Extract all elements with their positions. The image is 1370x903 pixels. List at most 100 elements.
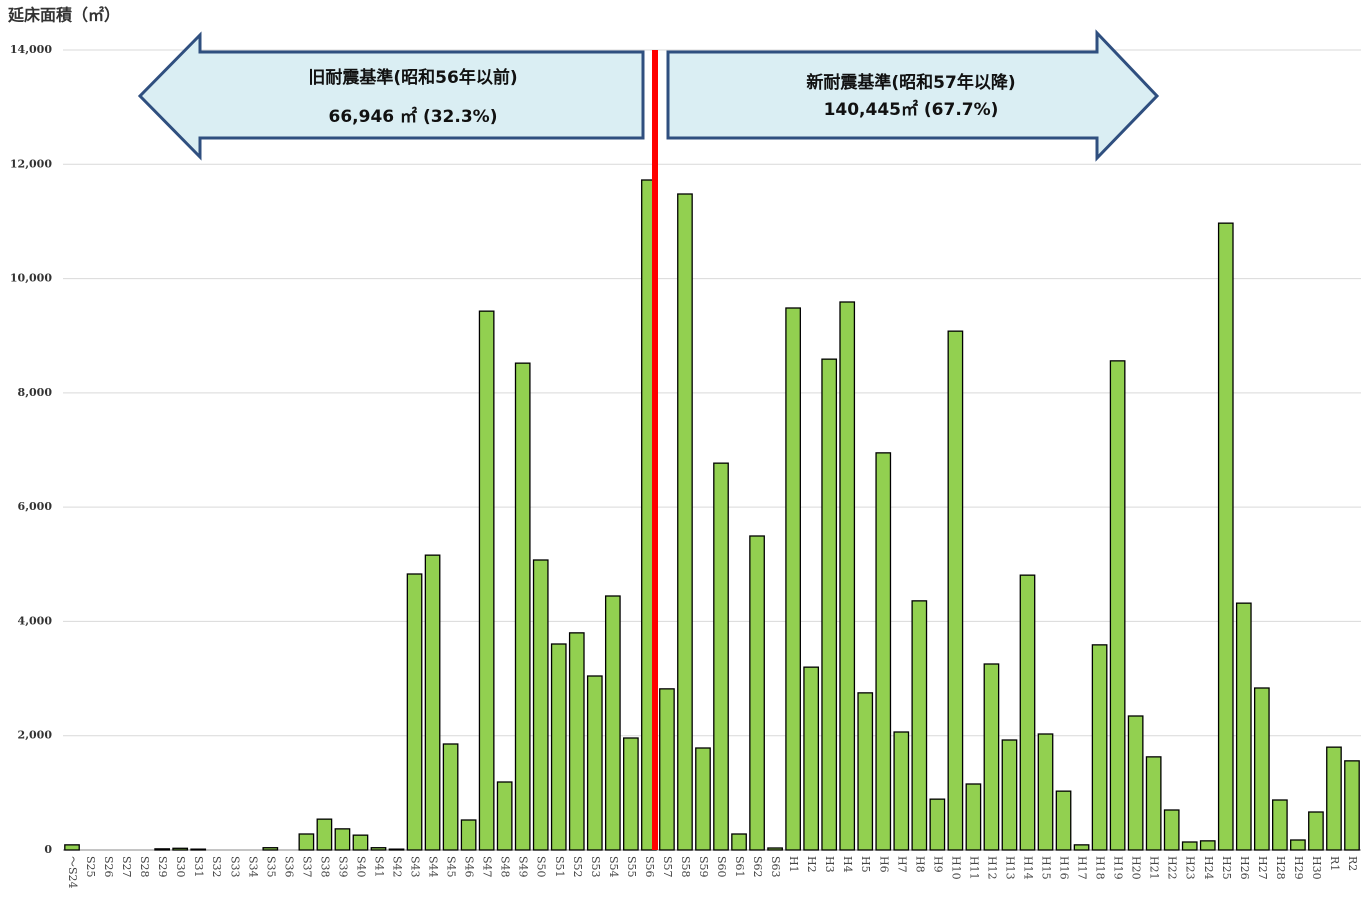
x-tick-label: S54 <box>607 856 620 878</box>
bar <box>316 818 333 851</box>
x-tick-label: S30 <box>174 856 187 878</box>
y-tick-label: 0 <box>44 843 52 856</box>
bar <box>731 833 747 851</box>
bar <box>695 747 711 851</box>
x-tick-label: S52 <box>571 856 584 878</box>
x-tick-label: S60 <box>715 856 728 878</box>
x-tick-label: S40 <box>354 856 367 878</box>
x-tick-label: S42 <box>391 856 404 878</box>
x-tick-label: R1 <box>1328 856 1341 871</box>
x-tick-label: H2 <box>805 856 818 873</box>
bar <box>893 731 910 851</box>
bar <box>1217 222 1234 851</box>
x-tick-label: S28 <box>138 856 151 878</box>
bar <box>424 554 441 851</box>
x-tick-label: H8 <box>913 856 926 873</box>
y-tick-label: 12,000 <box>10 157 52 170</box>
bar <box>568 632 585 851</box>
bar <box>190 848 207 851</box>
bar <box>1344 760 1360 851</box>
x-tick-label: S62 <box>751 856 764 878</box>
x-tick-label: ～S24 <box>66 856 79 889</box>
x-tick-label: H10 <box>949 856 962 880</box>
x-tick-label: H12 <box>985 856 998 880</box>
x-tick-label: H7 <box>895 856 908 873</box>
bar <box>983 663 1000 851</box>
x-tick-label: H28 <box>1274 856 1287 880</box>
x-tick-label: H25 <box>1220 856 1233 880</box>
x-tick-label: H29 <box>1292 856 1305 880</box>
bar <box>1290 839 1306 851</box>
x-tick-label: H18 <box>1094 856 1107 880</box>
x-tick-label: H24 <box>1202 856 1215 880</box>
x-tick-label: S29 <box>156 856 169 878</box>
x-tick-label: H30 <box>1310 856 1323 880</box>
bar <box>1055 790 1072 851</box>
x-tick-label: H11 <box>967 856 980 880</box>
x-tick-label: S43 <box>409 856 422 878</box>
x-tick-label: H27 <box>1256 856 1269 880</box>
x-tick-label: S35 <box>264 856 277 878</box>
x-tick-label: S26 <box>102 856 115 878</box>
bar <box>659 688 675 851</box>
x-tick-label: H15 <box>1040 856 1053 880</box>
bar <box>388 848 405 851</box>
bar <box>785 307 801 851</box>
x-tick-label: H13 <box>1003 856 1016 880</box>
x-tick-label: H1 <box>787 856 800 873</box>
x-tick-label: H6 <box>877 856 890 873</box>
x-tick-label: H16 <box>1058 856 1071 880</box>
bar <box>442 743 459 851</box>
bar <box>1181 841 1198 851</box>
bar <box>1001 739 1018 851</box>
x-tick-label: H3 <box>823 856 836 873</box>
x-tick-label: S41 <box>372 856 385 878</box>
bar <box>1109 360 1126 851</box>
x-tick-label: H20 <box>1130 856 1143 880</box>
y-tick-label: 4,000 <box>18 614 53 627</box>
bar <box>478 310 495 851</box>
x-tick-label: H9 <box>931 856 944 873</box>
bar <box>911 600 928 851</box>
x-tick-label: S44 <box>427 856 440 878</box>
bar <box>262 847 279 851</box>
bar <box>1235 602 1252 851</box>
x-tick-label: S37 <box>300 856 313 878</box>
bar <box>947 330 964 851</box>
bar <box>1019 574 1036 851</box>
x-tick-label: S46 <box>463 856 476 878</box>
bar <box>1091 644 1108 851</box>
y-tick-label: 6,000 <box>18 500 53 513</box>
x-tick-label: S31 <box>192 856 205 878</box>
bar <box>857 692 874 851</box>
y-tick-label: 8,000 <box>18 386 53 399</box>
bar <box>1145 756 1162 851</box>
x-tick-label: S53 <box>589 856 602 878</box>
x-tick-label: S50 <box>535 856 548 878</box>
bar <box>172 847 189 851</box>
bar <box>875 452 892 851</box>
x-tick-label: S39 <box>336 856 349 878</box>
x-tick-label: S36 <box>282 856 295 878</box>
x-tick-label: S58 <box>679 856 692 878</box>
annotation: 新耐震基準(昭和57年以降) <box>806 72 1015 93</box>
bar <box>1163 809 1180 851</box>
x-tick-label: S56 <box>643 856 656 878</box>
bar <box>1199 840 1216 851</box>
bar <box>298 833 315 851</box>
right-arrow <box>666 29 1160 162</box>
x-tick-label: S48 <box>499 856 512 878</box>
x-tick-label: S63 <box>769 856 782 878</box>
bar <box>1308 811 1324 851</box>
x-tick-label: S61 <box>733 856 746 878</box>
x-tick-label: S49 <box>517 856 530 878</box>
bar <box>496 781 513 851</box>
y-tick-label: 10,000 <box>10 272 52 285</box>
annotation: 旧耐震基準(昭和56年以前) <box>308 67 517 88</box>
bar <box>713 462 729 851</box>
x-tick-label: S47 <box>481 856 494 878</box>
bar <box>965 783 982 851</box>
x-tick-label: H23 <box>1184 856 1197 880</box>
x-tick-label: H4 <box>841 856 854 873</box>
x-tick-label: H19 <box>1112 856 1125 880</box>
